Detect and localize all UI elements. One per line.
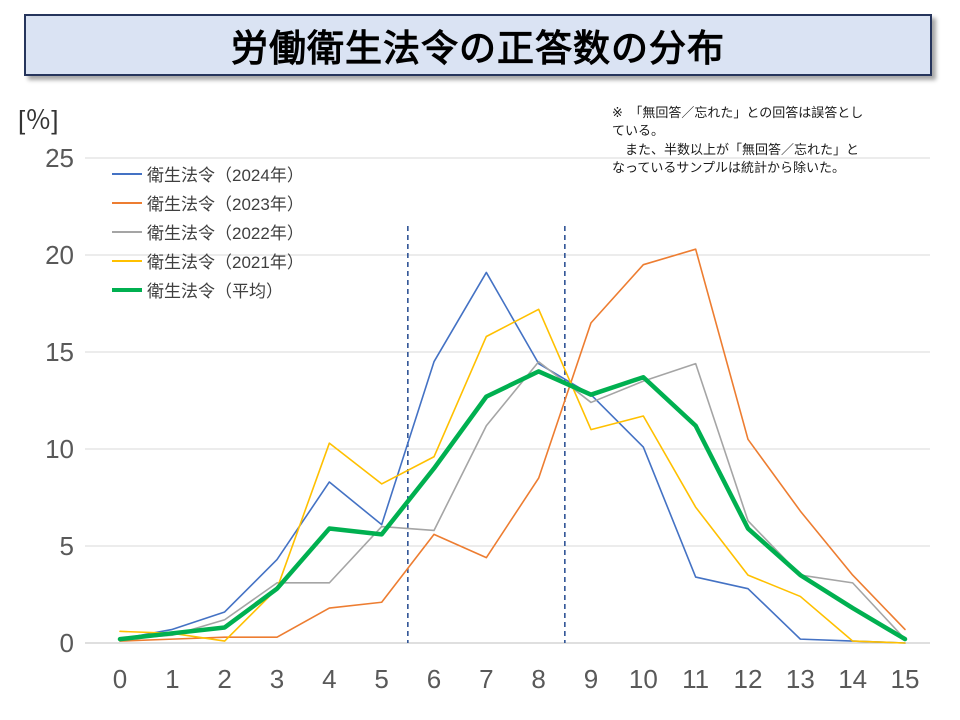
- y-tick-label: 5: [60, 531, 74, 561]
- x-tick-label: 0: [113, 664, 127, 694]
- series-line-1: [119, 248, 906, 642]
- legend-line-swatch: [112, 201, 142, 204]
- footnote: ※ 「無回答／忘れた」との回答は誤答とし ている。 また、半数以上が「無回答／忘…: [612, 105, 864, 176]
- legend-label: 衛生法令（2023年）: [147, 195, 304, 214]
- x-tick-label: 8: [531, 664, 545, 694]
- x-tick-label: 7: [479, 664, 493, 694]
- legend-label: 衛生法令（2022年）: [147, 224, 304, 243]
- y-tick-label: 25: [45, 143, 74, 173]
- legend: 衛生法令（2024年） 衛生法令（2023年） 衛生法令（2022年） 衛生法令（20…: [112, 159, 304, 304]
- x-tick-label: 15: [891, 664, 920, 694]
- legend-label: 衛生法令（平均）: [147, 282, 283, 301]
- x-tick-label: 1: [165, 664, 179, 694]
- x-tick-label: 4: [322, 664, 336, 694]
- y-tick-label: 20: [45, 240, 74, 270]
- legend-item-2: 衛生法令（2022年）: [112, 217, 304, 246]
- series-line-3: [119, 308, 906, 644]
- legend-label: 衛生法令（2024年）: [147, 166, 304, 185]
- x-tick-label: 14: [838, 664, 867, 694]
- series-line-4: [117, 369, 908, 642]
- legend-line-swatch: [112, 287, 142, 292]
- x-tick-label: 5: [374, 664, 388, 694]
- x-tick-label: 9: [584, 664, 598, 694]
- legend-item-3: 衛生法令（2021年）: [112, 246, 304, 275]
- x-tick-label: 13: [786, 664, 815, 694]
- series-line-2: [119, 360, 906, 640]
- y-tick-label: 15: [45, 337, 74, 367]
- legend-label: 衛生法令（2021年）: [147, 253, 304, 272]
- x-tick-label: 10: [629, 664, 658, 694]
- x-tick-label: 12: [734, 664, 763, 694]
- y-tick-label: 10: [45, 434, 74, 464]
- series-line-0: [119, 271, 906, 644]
- legend-line-swatch: [112, 230, 142, 233]
- x-tick-label: 6: [427, 664, 441, 694]
- y-axis-unit-label: [％]: [18, 105, 59, 135]
- y-tick-label: 0: [60, 628, 74, 658]
- chart-title-box: 労働衛生法令の正答数の分布: [24, 14, 932, 76]
- chart-title: 労働衛生法令の正答数の分布: [231, 28, 725, 69]
- x-tick-label: 2: [217, 664, 231, 694]
- legend-item-1: 衛生法令（2023年）: [112, 188, 304, 217]
- legend-item-4: 衛生法令（平均）: [112, 275, 304, 304]
- legend-item-0: 衛生法令（2024年）: [112, 159, 304, 188]
- x-tick-label: 11: [682, 664, 709, 694]
- legend-line-swatch: [112, 172, 142, 175]
- legend-line-swatch: [112, 259, 142, 262]
- x-tick-label: 3: [270, 664, 284, 694]
